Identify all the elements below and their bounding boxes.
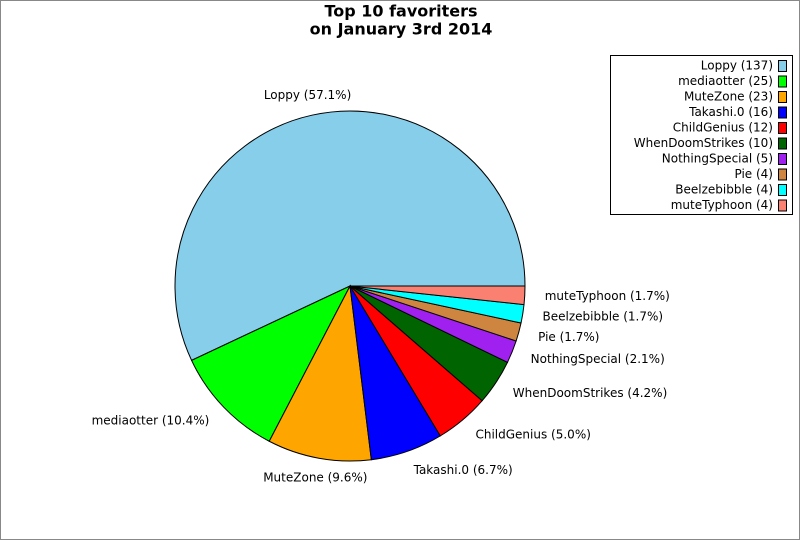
legend-label: Beelzebibble (4) — [675, 183, 773, 197]
legend-swatch — [778, 137, 787, 150]
legend-label: WhenDoomStrikes (10) — [634, 136, 773, 150]
legend-swatch — [778, 91, 787, 103]
slice-label: WhenDoomStrikes (4.2%) — [513, 386, 667, 400]
chart-subtitle: on January 3rd 2014 — [310, 20, 493, 39]
legend-swatch — [778, 60, 787, 72]
slice-label: muteTyphoon (1.7%) — [545, 289, 670, 303]
slice-label: Beelzebibble (1.7%) — [543, 310, 664, 324]
slice-label: ChildGenius (5.0%) — [475, 428, 590, 442]
pie-slice — [174, 110, 526, 362]
legend-swatch — [778, 184, 787, 196]
chart-title: Top 10 favoriters — [324, 2, 477, 21]
slice-label: mediaotter (10.4%) — [92, 414, 210, 428]
legend-swatch — [778, 106, 787, 119]
legend-label: ChildGenius (12) — [673, 121, 773, 135]
legend-label: MuteZone (23) — [684, 90, 773, 104]
slice-label: NothingSpecial (2.1%) — [531, 352, 665, 366]
legend-label: Loppy (137) — [701, 59, 773, 73]
legend-swatch — [778, 199, 787, 212]
legend-label: Pie (4) — [734, 167, 773, 181]
pie-slice — [268, 284, 372, 462]
legend-swatch — [778, 75, 787, 88]
pie-slice — [349, 285, 526, 306]
slice-label: MuteZone (9.6%) — [263, 470, 367, 484]
legend-label: NothingSpecial (5) — [662, 152, 773, 166]
legend-label: mediaotter (25) — [678, 74, 773, 88]
slice-label: Takashi.0 (6.7%) — [413, 463, 513, 477]
legend-swatch — [778, 153, 787, 165]
slice-label: Pie (1.7%) — [538, 330, 599, 344]
legend-label: Takashi.0 (16) — [688, 105, 773, 119]
legend-label: muteTyphoon (4) — [671, 198, 773, 212]
legend-swatch — [778, 122, 787, 134]
slice-label: Loppy (57.1%) — [264, 88, 351, 102]
legend-swatch — [778, 168, 787, 181]
pie-slice — [190, 284, 352, 442]
legend-box — [610, 55, 793, 215]
